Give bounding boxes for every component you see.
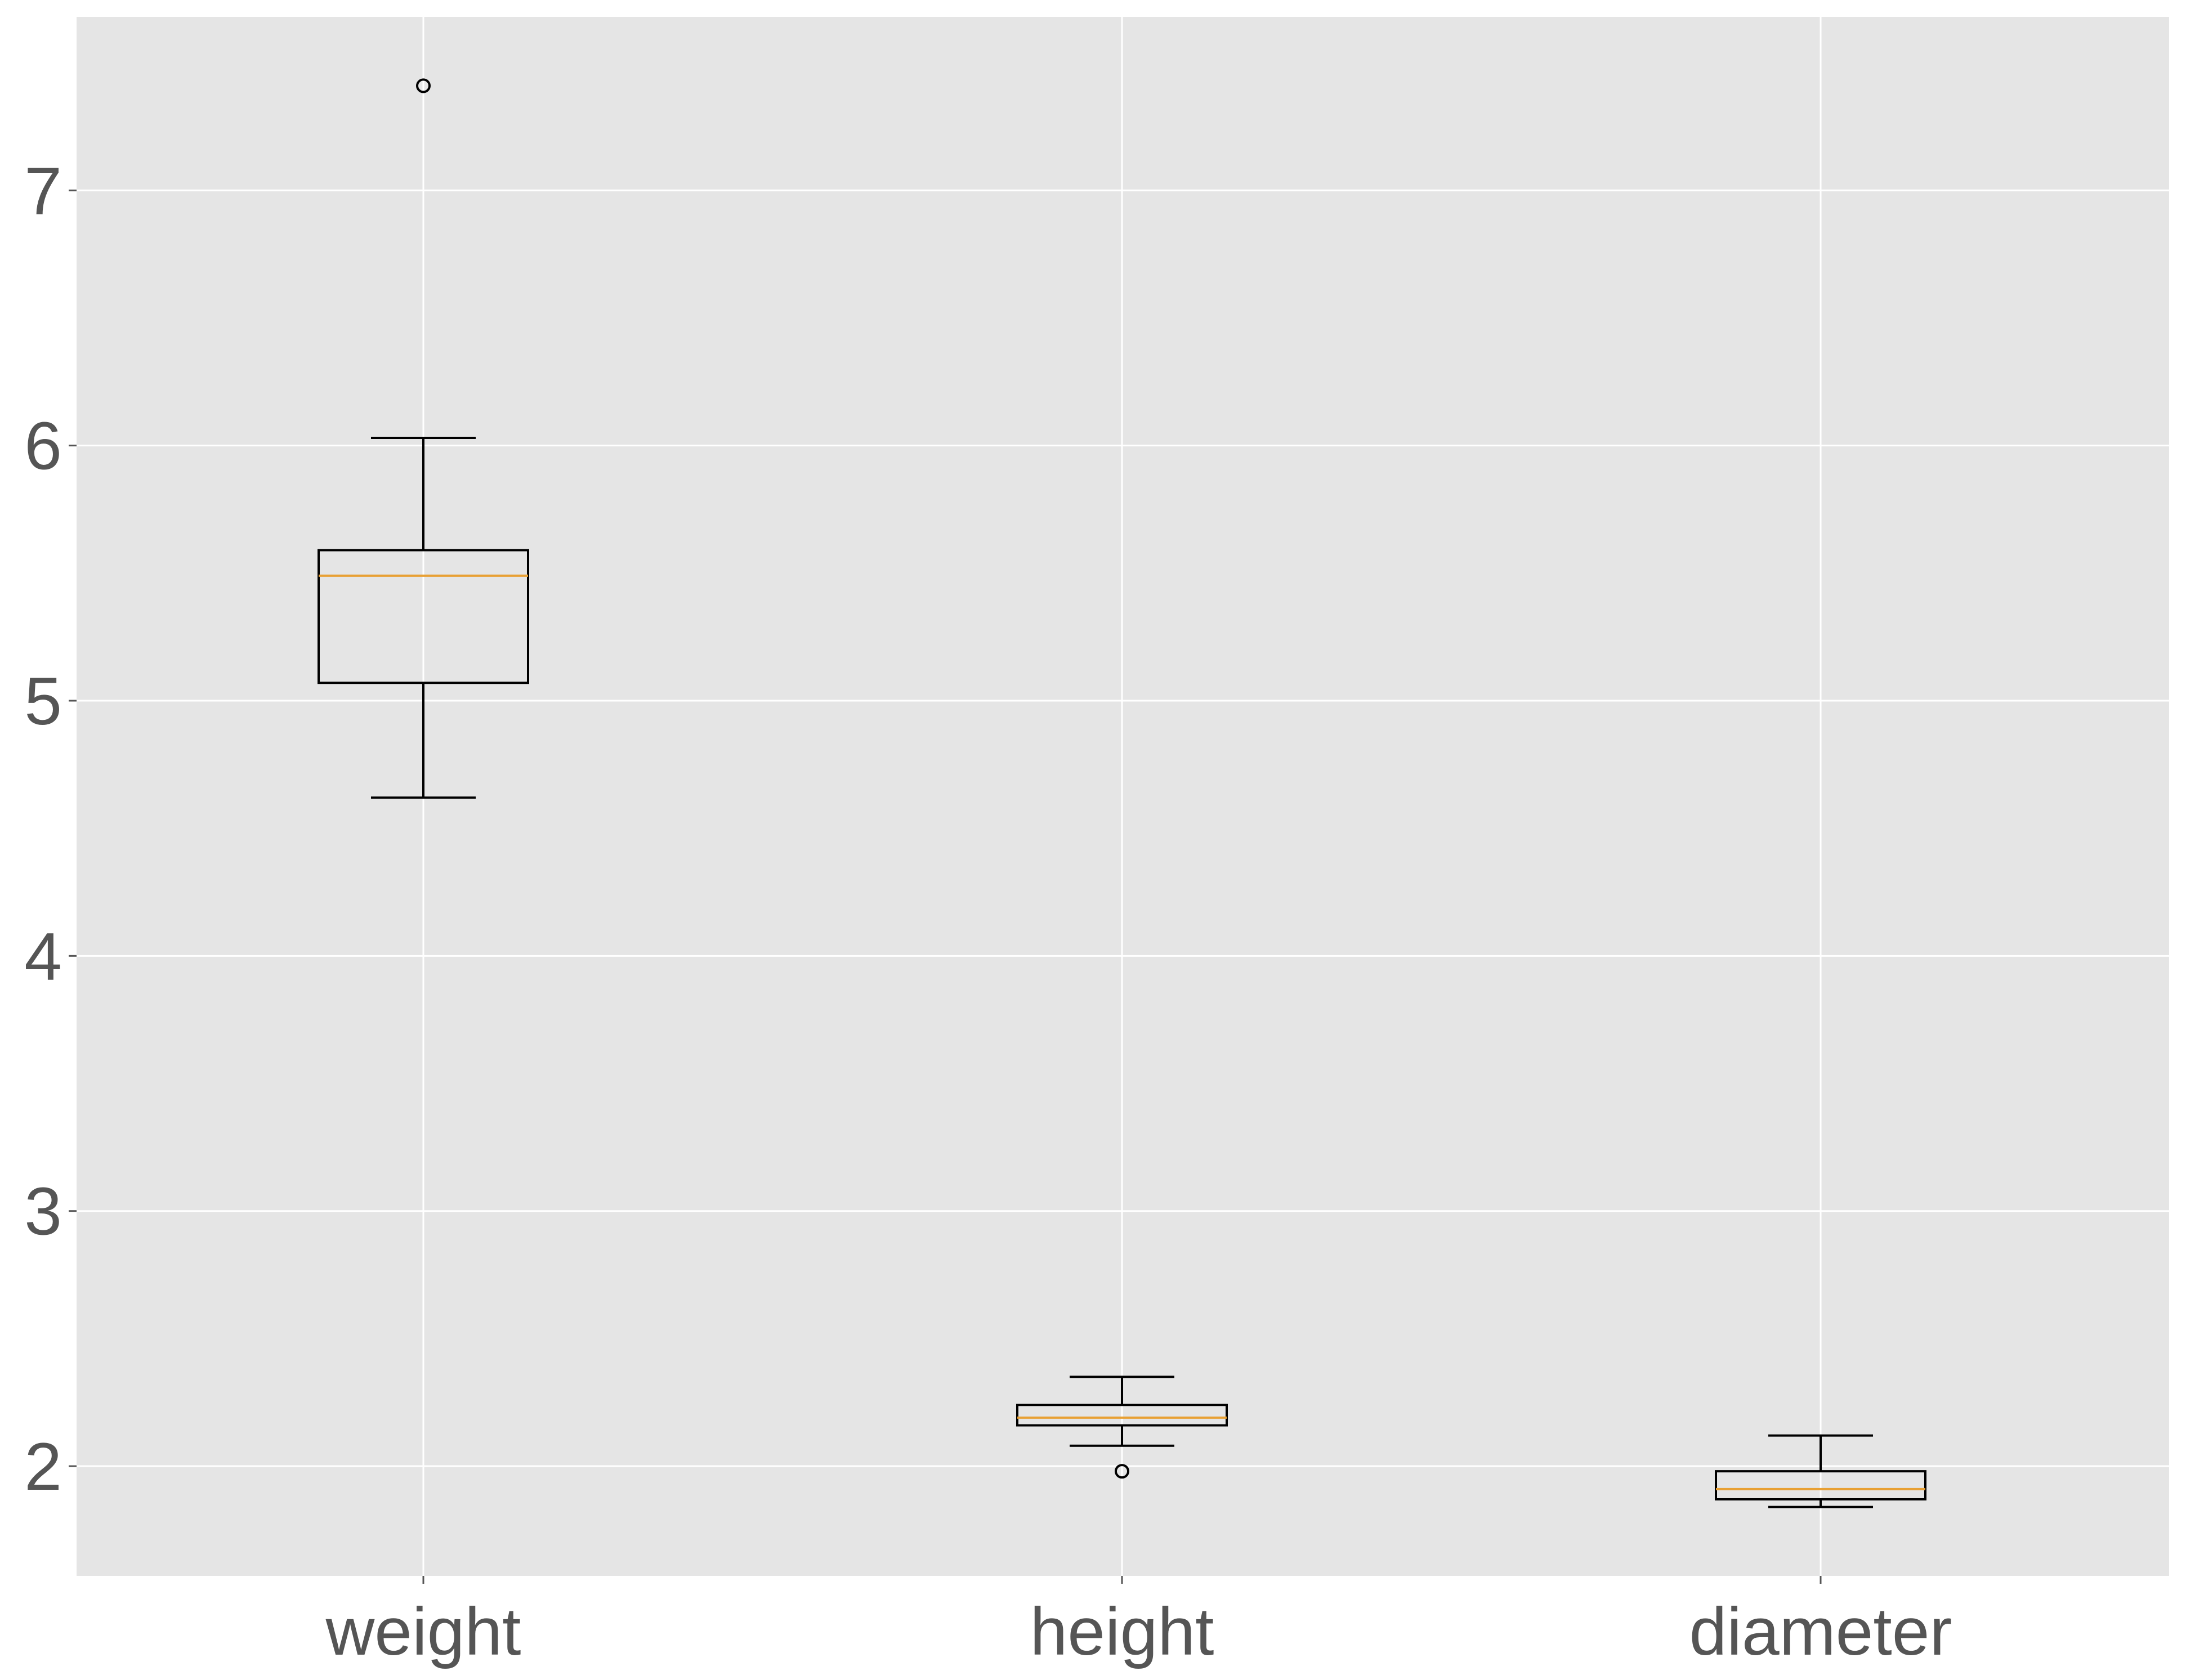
grid-lines xyxy=(77,17,2169,1576)
outlier-point xyxy=(1115,1464,1129,1479)
axis-ticks xyxy=(69,189,1822,1584)
x-tick-label-diameter: diameter xyxy=(1689,1594,1952,1669)
y-tick-label: 7 xyxy=(24,153,62,229)
y-tick-label: 2 xyxy=(24,1429,62,1504)
x-tick-label-height: height xyxy=(1030,1594,1214,1669)
box-body xyxy=(1715,1470,1926,1500)
y-tick-label: 6 xyxy=(24,409,62,484)
box-series xyxy=(318,78,1926,1508)
box-body xyxy=(318,549,529,684)
box-diameter xyxy=(1715,1434,1926,1508)
box-body xyxy=(1016,1404,1228,1427)
y-tick-label: 5 xyxy=(24,664,62,739)
x-tick-label-weight: weight xyxy=(325,1594,521,1669)
box-weight xyxy=(318,78,529,799)
y-tick-labels: 2 3 4 5 6 7 xyxy=(24,153,62,1504)
y-tick-label: 4 xyxy=(24,919,62,994)
outlier-point xyxy=(416,78,431,93)
y-tick-label: 3 xyxy=(24,1174,62,1249)
box-height xyxy=(1016,1376,1228,1479)
x-tick-labels: weight height diameter xyxy=(325,1594,1952,1669)
